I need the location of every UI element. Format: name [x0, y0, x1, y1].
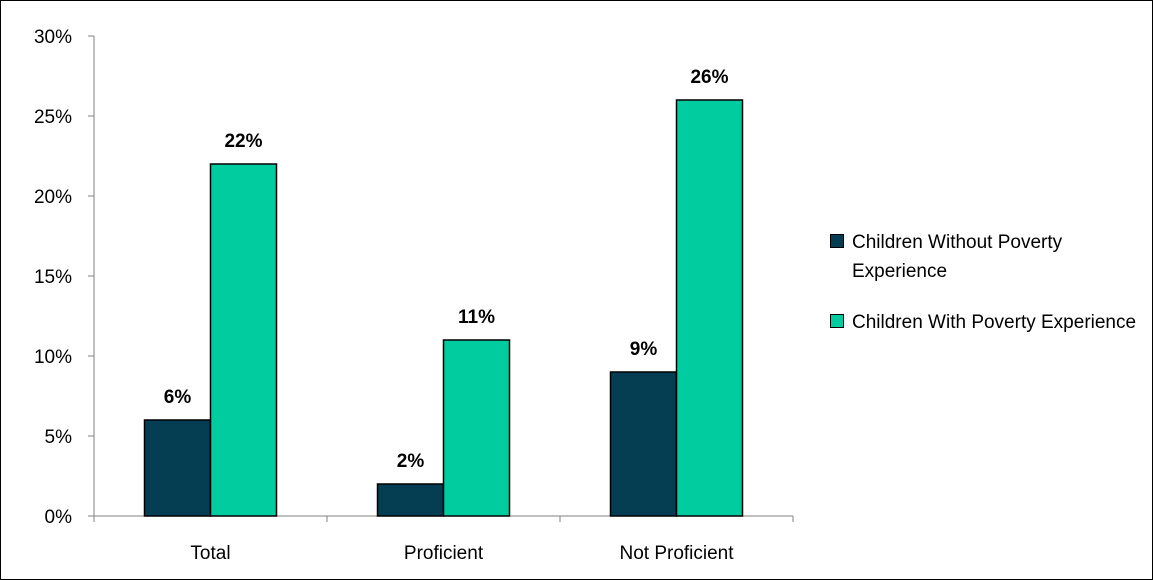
legend: Children Without Poverty Experience Chil… — [830, 228, 1145, 359]
bar — [675, 99, 744, 517]
data-label: 22% — [224, 131, 262, 152]
legend-item-without-poverty: Children Without Poverty Experience — [830, 228, 1145, 286]
data-label: 26% — [690, 67, 728, 88]
x-category-label: Proficient — [404, 543, 484, 564]
data-label: 9% — [630, 339, 658, 360]
y-tick-label: 20% — [34, 187, 72, 208]
legend-swatch-without-poverty — [830, 234, 844, 248]
bar — [609, 371, 678, 517]
bar — [209, 163, 278, 517]
x-category-label: Total — [190, 543, 230, 564]
legend-swatch-with-poverty — [830, 314, 844, 328]
legend-label-with-poverty: Children With Poverty Experience — [852, 312, 1137, 333]
bar — [143, 419, 212, 517]
y-tick-label: 15% — [34, 267, 72, 288]
y-tick-label: 0% — [45, 507, 73, 528]
y-tick-label: 25% — [34, 107, 72, 128]
data-label: 2% — [397, 451, 425, 472]
y-tick-label: 30% — [34, 27, 72, 48]
bar — [376, 483, 445, 517]
y-tick-label: 5% — [45, 427, 73, 448]
y-tick-label: 10% — [34, 347, 72, 368]
data-label: 6% — [164, 387, 192, 408]
bar — [442, 339, 511, 517]
x-category-label: Not Proficient — [619, 543, 734, 564]
legend-item-with-poverty: Children With Poverty Experience — [830, 308, 1145, 337]
data-label: 11% — [458, 307, 495, 328]
legend-label-without-poverty: Children Without Poverty Experience — [852, 232, 1063, 282]
